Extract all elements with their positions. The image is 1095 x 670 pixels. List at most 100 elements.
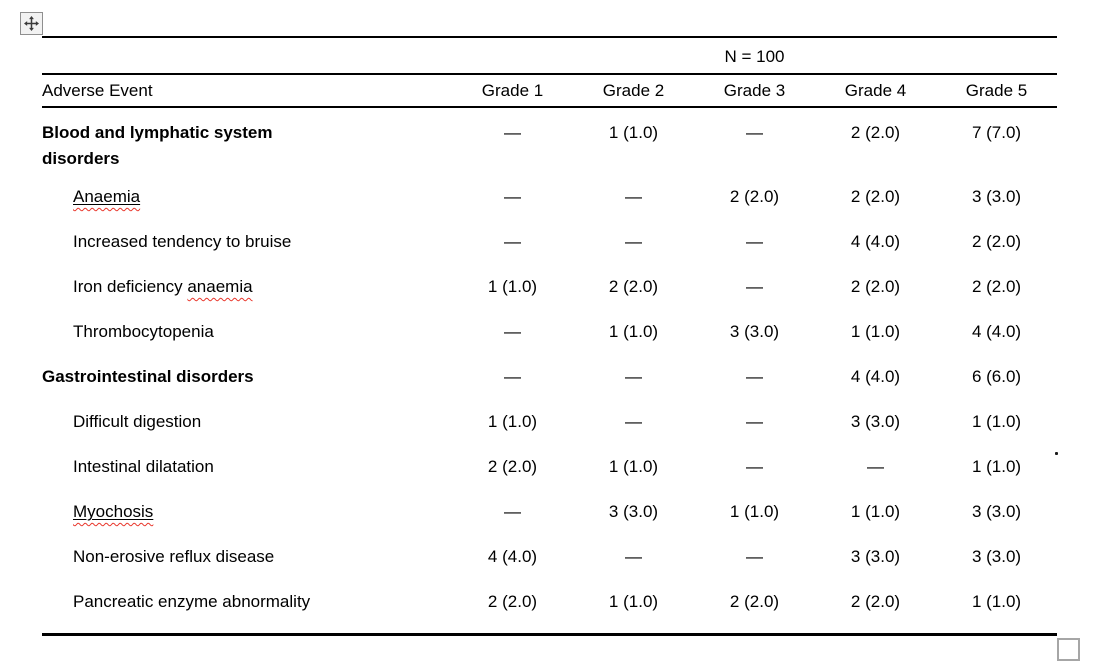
grade-3-value-cell[interactable]: — [694,364,815,409]
adverse-event-label: Myochosis [73,499,153,525]
grade-5-value-cell[interactable]: 2 (2.0) [936,229,1057,274]
column-header-row: Adverse Event Grade 1 Grade 2 Grade 3 Gr… [42,74,1058,107]
adverse-event-term-cell[interactable]: Anaemia [42,184,452,229]
grade-5-value-cell[interactable]: 3 (3.0) [936,499,1057,544]
grade-5-value-cell[interactable]: 6 (6.0) [936,364,1057,409]
grade-2-value-cell[interactable]: 2 (2.0) [573,274,694,319]
grade-2-value-cell[interactable]: — [573,229,694,274]
grade-1-value-cell[interactable]: — [452,499,573,544]
adverse-events-table[interactable]: N = 100 Adverse Event Grade 1 Grade 2 Gr… [42,36,1058,636]
grade-2-value-cell[interactable]: — [573,409,694,454]
adverse-event-label: Difficult digestion [73,409,201,435]
grade-1-value-cell[interactable]: — [452,229,573,274]
grade-4-value-cell[interactable]: 4 (4.0) [815,364,936,409]
adverse-event-label: Increased tendency to bruise [73,229,291,255]
grade-4-value-cell[interactable]: 3 (3.0) [815,544,936,589]
grade-value: 2 (2.0) [850,187,901,206]
grade-value: 4 (4.0) [850,367,901,386]
adverse-event-category-cell[interactable]: Blood and lymphatic system disorders [42,107,452,184]
grade-5-value-cell[interactable]: 1 (1.0) [936,454,1057,499]
column-header-grade-2[interactable]: Grade 2 [573,74,694,107]
grade-3-value-cell[interactable]: — [694,107,815,184]
grade-5-value-cell[interactable]: 1 (1.0) [936,409,1057,454]
grade-3-value-cell[interactable]: — [694,274,815,319]
n-header-row: N = 100 [42,37,1058,74]
grade-4-value-cell[interactable]: 2 (2.0) [815,184,936,229]
grade-4-value-cell[interactable]: 1 (1.0) [815,499,936,544]
grade-value: 3 (3.0) [971,187,1022,206]
column-header-grade-3[interactable]: Grade 3 [694,74,815,107]
grade-3-value-cell[interactable]: 2 (2.0) [694,184,815,229]
grade-1-value-cell[interactable]: — [452,319,573,364]
grade-value: — [746,277,763,296]
empty-header-cell[interactable] [42,37,452,74]
grade-1-value-cell[interactable]: 4 (4.0) [452,544,573,589]
grade-2-value-cell[interactable]: 3 (3.0) [573,499,694,544]
grade-2-value-cell[interactable]: — [573,184,694,229]
grade-2-value-cell[interactable]: — [573,544,694,589]
grade-5-value-cell[interactable]: 2 (2.0) [936,274,1057,319]
adverse-event-term-cell[interactable]: Difficult digestion [42,409,452,454]
misspelled-word: anaemia [187,277,253,296]
grade-4-value-cell[interactable]: 2 (2.0) [815,274,936,319]
grade-4-value-cell[interactable]: — [815,454,936,499]
grade-value: 2 (2.0) [729,592,780,611]
grade-2-value-cell[interactable]: — [573,364,694,409]
table-row: Difficult digestion 1 (1.0) — — 3 (3.0) 1 (1.… [42,409,1057,454]
grade-2-value-cell[interactable]: 1 (1.0) [573,589,694,634]
grade-value: 1 (1.0) [487,277,538,296]
stray-mark [1055,452,1058,455]
grade-4-value-cell[interactable]: 1 (1.0) [815,319,936,364]
grade-2-value-cell[interactable]: 1 (1.0) [573,107,694,184]
adverse-event-term-cell[interactable]: Non-erosive reflux disease [42,544,452,589]
column-header-grade-1[interactable]: Grade 1 [452,74,573,107]
grade-1-value-cell[interactable]: 1 (1.0) [452,409,573,454]
grade-value: — [625,547,642,566]
grade-3-value-cell[interactable]: 1 (1.0) [694,499,815,544]
grade-value: 2 (2.0) [729,187,780,206]
grade-4-value-cell[interactable]: 3 (3.0) [815,409,936,454]
column-header-grade-5[interactable]: Grade 5 [936,74,1057,107]
column-header-adverse-event[interactable]: Adverse Event [42,74,452,107]
grade-3-value-cell[interactable]: — [694,229,815,274]
grade-5-value-cell[interactable]: 1 (1.0) [936,589,1057,634]
grade-4-value-cell[interactable]: 2 (2.0) [815,107,936,184]
grade-3-value-cell[interactable]: 2 (2.0) [694,589,815,634]
grade-3-value-cell[interactable]: — [694,409,815,454]
adverse-event-term-cell[interactable]: Pancreatic enzyme abnormality [42,589,452,634]
table-resize-handle[interactable] [1057,638,1080,661]
adverse-event-term-cell[interactable]: Thrombocytopenia [42,319,452,364]
label-text: Iron deficiency [73,277,188,296]
adverse-event-term-cell[interactable]: Intestinal dilatation [42,454,452,499]
grade-value: 2 (2.0) [487,592,538,611]
grade-3-value-cell[interactable]: — [694,544,815,589]
grade-5-value-cell[interactable]: 3 (3.0) [936,544,1057,589]
grade-5-value-cell[interactable]: 4 (4.0) [936,319,1057,364]
grade-value: — [625,187,642,206]
grade-1-value-cell[interactable]: — [452,107,573,184]
grade-4-value-cell[interactable]: 4 (4.0) [815,229,936,274]
grade-4-value-cell[interactable]: 2 (2.0) [815,589,936,634]
adverse-event-term-cell[interactable]: Iron deficiency anaemia [42,274,452,319]
move-cross-icon [24,16,39,31]
grade-2-value-cell[interactable]: 1 (1.0) [573,454,694,499]
grade-3-value-cell[interactable]: 3 (3.0) [694,319,815,364]
grade-1-value-cell[interactable]: 1 (1.0) [452,274,573,319]
grade-1-value-cell[interactable]: — [452,184,573,229]
adverse-event-term-cell[interactable]: Increased tendency to bruise [42,229,452,274]
grade-1-value-cell[interactable]: 2 (2.0) [452,589,573,634]
grade-1-value-cell[interactable]: — [452,364,573,409]
grade-5-value-cell[interactable]: 3 (3.0) [936,184,1057,229]
grade-5-value-cell[interactable]: 7 (7.0) [936,107,1057,184]
table-move-handle[interactable] [20,12,43,35]
grade-value: 2 (2.0) [850,123,901,142]
adverse-event-term-cell[interactable]: Myochosis [42,499,452,544]
grade-2-value-cell[interactable]: 1 (1.0) [573,319,694,364]
grade-value: 4 (4.0) [850,232,901,251]
adverse-event-category-cell[interactable]: Gastrointestinal disorders [42,364,452,409]
column-header-grade-4[interactable]: Grade 4 [815,74,936,107]
grade-1-value-cell[interactable]: 2 (2.0) [452,454,573,499]
grade-value: 4 (4.0) [971,322,1022,341]
n-total-cell[interactable]: N = 100 [452,37,1057,74]
grade-3-value-cell[interactable]: — [694,454,815,499]
